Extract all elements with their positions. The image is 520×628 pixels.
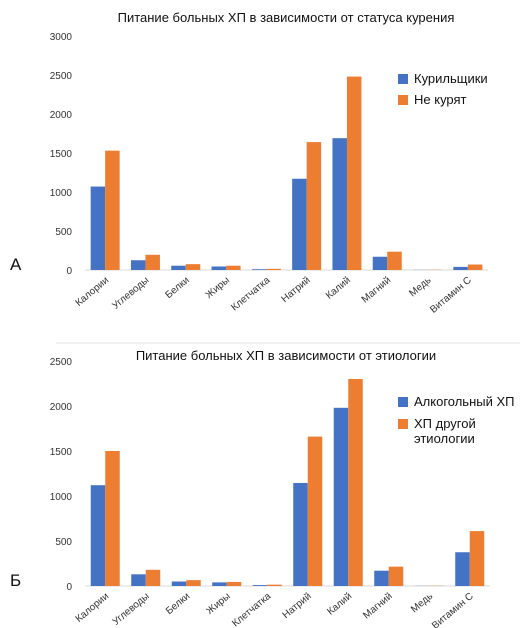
x-tick-label: Калий bbox=[324, 275, 353, 302]
bar-series-a bbox=[455, 552, 470, 586]
legend-swatch bbox=[398, 419, 408, 429]
bar-series-b bbox=[185, 264, 201, 270]
bar-series-b bbox=[226, 581, 242, 586]
bar-series-a bbox=[372, 256, 388, 270]
bar-series-a bbox=[171, 265, 186, 270]
bar-series-a bbox=[374, 570, 389, 586]
y-tick-label: 0 bbox=[66, 582, 72, 593]
bar-series-a bbox=[211, 266, 227, 270]
x-tick-label: Медь bbox=[409, 591, 435, 615]
legend-swatch bbox=[398, 397, 408, 407]
y-tick-label: 2500 bbox=[50, 71, 73, 82]
y-tick-label: 1000 bbox=[50, 188, 73, 199]
bar-series-b bbox=[145, 569, 161, 586]
x-tick-label: Витамин С bbox=[430, 591, 476, 628]
bar-series-b bbox=[306, 142, 322, 270]
y-tick-label: 3000 bbox=[50, 32, 73, 43]
chart-etiology: Питание больных ХП в зависимости от этио… bbox=[50, 348, 515, 628]
legend-swatch bbox=[398, 74, 408, 84]
bar-series-b bbox=[469, 531, 485, 586]
y-tick-label: 1500 bbox=[50, 447, 73, 458]
bar-series-a bbox=[333, 407, 349, 586]
legend-label: Не курят bbox=[414, 92, 467, 107]
bar-series-a bbox=[252, 585, 268, 586]
x-tick-label: Магний bbox=[361, 591, 394, 622]
legend-swatch bbox=[398, 95, 408, 105]
bar-series-b bbox=[307, 436, 323, 586]
bar-series-b bbox=[105, 150, 120, 270]
bar-series-b bbox=[387, 251, 402, 270]
bar-series-a bbox=[90, 485, 106, 586]
bar-series-b bbox=[267, 584, 282, 586]
bar-series-b bbox=[388, 566, 404, 586]
y-tick-label: 0 bbox=[66, 266, 72, 277]
bar-series-a bbox=[90, 186, 106, 270]
x-tick-label: Клетчатка bbox=[229, 275, 272, 314]
legend-label: ХП другой этиологии bbox=[414, 416, 476, 446]
bar-series-a bbox=[332, 138, 347, 270]
bar-series-a bbox=[131, 574, 146, 586]
x-tick-label: Витамин С bbox=[428, 275, 474, 316]
x-tick-label: Калории bbox=[74, 591, 111, 625]
bar-series-b bbox=[467, 264, 483, 270]
bar-series-b bbox=[266, 268, 281, 270]
x-tick-label: Жиры bbox=[204, 275, 232, 301]
bar-series-a bbox=[171, 581, 187, 586]
chart-smoking-status: Питание больных ХП в зависимости от стат… bbox=[50, 10, 488, 316]
x-tick-label: Белки bbox=[163, 275, 191, 301]
y-tick-label: 2500 bbox=[50, 357, 73, 368]
y-tick-label: 500 bbox=[55, 537, 72, 548]
x-tick-label: Магний bbox=[360, 275, 393, 306]
bar-series-b bbox=[348, 379, 363, 586]
x-tick-label: Натрий bbox=[280, 275, 313, 305]
bar-series-b bbox=[226, 265, 241, 270]
legend-label: Алкогольный ХП bbox=[414, 394, 515, 409]
x-tick-label: Калории bbox=[74, 275, 111, 309]
x-tick-label: Белки bbox=[164, 591, 192, 617]
bar-series-b bbox=[105, 451, 120, 586]
y-tick-label: 1000 bbox=[50, 492, 73, 503]
x-tick-label: Углеводы bbox=[110, 275, 151, 312]
panel-label-b: Б bbox=[10, 571, 21, 590]
bar-series-a bbox=[212, 582, 227, 586]
y-tick-label: 500 bbox=[55, 227, 72, 238]
y-tick-label: 2000 bbox=[50, 402, 73, 413]
x-tick-label: Медь bbox=[407, 275, 433, 299]
x-tick-label: Жиры bbox=[204, 591, 232, 617]
bar-series-a bbox=[251, 269, 267, 270]
chart-title: Питание больных ХП в зависимости от этио… bbox=[136, 348, 436, 363]
y-tick-label: 1500 bbox=[50, 149, 73, 160]
x-tick-label: Калий bbox=[325, 591, 354, 618]
bar-series-a bbox=[293, 482, 308, 586]
x-tick-label: Клетчатка bbox=[230, 591, 273, 628]
bar-series-a bbox=[130, 260, 146, 270]
panel-label-a: А bbox=[10, 255, 22, 274]
x-tick-label: Натрий bbox=[281, 591, 314, 621]
bar-series-b bbox=[145, 254, 160, 270]
x-tick-label: Углеводы bbox=[111, 591, 152, 628]
bar-series-b bbox=[186, 580, 201, 586]
bar-series-b bbox=[346, 76, 362, 270]
y-tick-label: 2000 bbox=[50, 110, 73, 121]
chart-title: Питание больных ХП в зависимости от стат… bbox=[118, 10, 455, 25]
bar-series-a bbox=[453, 266, 468, 270]
bar-series-a bbox=[292, 178, 307, 270]
legend-label: Курильщики bbox=[414, 71, 488, 86]
